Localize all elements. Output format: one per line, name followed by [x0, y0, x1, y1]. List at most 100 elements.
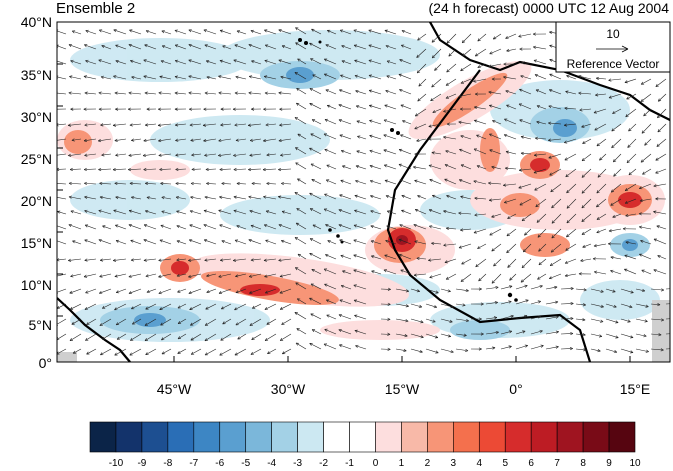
wind-vector [566, 228, 577, 238]
wind-vector-head [592, 257, 596, 261]
wind-vector [506, 48, 517, 52]
wind-vector [281, 318, 292, 325]
wind-vector-head [324, 148, 328, 152]
wind-vector [191, 183, 202, 185]
wind-vector [665, 348, 670, 350]
wind-vector-head [190, 181, 194, 186]
wind-vector [177, 333, 187, 340]
wind-vector [129, 123, 142, 126]
wind-vector-head [596, 143, 600, 147]
wind-vector-head [177, 321, 182, 324]
wind-vector [414, 240, 427, 245]
wind-vector [354, 75, 367, 80]
wind-vector [174, 76, 187, 80]
wind-vector-head [521, 61, 525, 65]
wind-vector [596, 77, 607, 80]
wind-vector [98, 138, 112, 142]
wind-vector-head [294, 312, 298, 315]
wind-vector-head [233, 153, 237, 157]
wind-vector-head [613, 304, 617, 308]
colorbar-swatch [89, 421, 117, 453]
reference-vector-magnitude: 10 [606, 27, 620, 41]
wind-vector-head [565, 173, 569, 178]
wind-vector-head [539, 284, 543, 288]
wind-vector-head [644, 142, 648, 146]
wind-vector [72, 30, 82, 35]
wind-vector [309, 147, 322, 155]
wind-vector [159, 168, 172, 170]
wind-vector [657, 123, 667, 133]
wind-vector-head [507, 264, 511, 268]
wind-vector [418, 78, 427, 87]
wind-vector [478, 273, 487, 282]
colorbar-tick-label: -7 [189, 458, 198, 469]
wind-vector-head [145, 274, 149, 278]
wind-vector-head [325, 224, 329, 228]
wind-vector [521, 258, 532, 269]
wind-vector [99, 196, 112, 200]
wind-vector [160, 225, 172, 230]
wind-vector [440, 303, 454, 308]
wind-vector [625, 213, 637, 217]
wind-vector [582, 243, 592, 248]
wind-vector [653, 269, 667, 275]
wind-vector [459, 149, 472, 155]
lat-label: 5°N [29, 317, 53, 333]
wind-vector [219, 168, 232, 170]
wind-vector [580, 258, 592, 262]
wind-vector [57, 303, 67, 309]
wind-vector-head [309, 102, 313, 106]
wind-vector [175, 123, 187, 126]
wind-vector [506, 228, 517, 237]
wind-vector [295, 147, 307, 155]
wind-vector-head [581, 218, 585, 222]
wind-vector-head [353, 269, 357, 273]
wind-vector-head [205, 60, 210, 64]
wind-vector [203, 210, 217, 215]
wind-vector-head [249, 322, 253, 326]
wind-vector-head [473, 230, 477, 234]
wind-vector [100, 123, 112, 126]
wind-vector [354, 315, 367, 320]
wind-vector-head [146, 289, 150, 293]
wind-vector-head [130, 258, 134, 262]
wind-vector [218, 210, 232, 215]
wind-vector-head [460, 195, 464, 199]
wind-vector-head [176, 240, 180, 244]
wind-vector-head [477, 65, 481, 68]
wind-vector [294, 117, 307, 125]
wind-vector-head [549, 263, 554, 266]
wind-vector [158, 92, 172, 95]
wind-vector [114, 348, 127, 356]
wind-vector-head [550, 249, 555, 253]
wind-vector-head [262, 167, 266, 172]
wind-vector-head [625, 213, 629, 217]
wind-vector-head [311, 329, 316, 333]
wind-vector [128, 153, 142, 156]
wind-vector-head [68, 153, 72, 157]
wind-vector [650, 288, 664, 291]
wind-vector-head [177, 289, 181, 293]
wind-vector-head [413, 165, 417, 169]
wind-vector-head [131, 196, 135, 200]
wind-vector [590, 333, 602, 337]
wind-vector [204, 239, 217, 245]
wind-vector [143, 239, 157, 245]
wind-vector-head [146, 196, 150, 200]
wind-vector [594, 123, 607, 131]
wind-vector-head [630, 335, 634, 339]
wind-vector [611, 138, 622, 149]
wind-vector [625, 108, 637, 118]
wind-vector-head [311, 28, 315, 32]
wind-vector-head [339, 29, 344, 33]
wind-vector [515, 315, 528, 320]
wind-vector-head [641, 288, 646, 292]
wind-vector [387, 210, 397, 215]
wind-vector [399, 179, 412, 185]
wind-vector [102, 225, 112, 230]
wind-vector-head [473, 79, 477, 83]
lat-label: 0° [39, 355, 52, 371]
wind-vector [203, 29, 217, 35]
wind-vector-head [532, 32, 536, 36]
wind-vector [491, 243, 502, 252]
